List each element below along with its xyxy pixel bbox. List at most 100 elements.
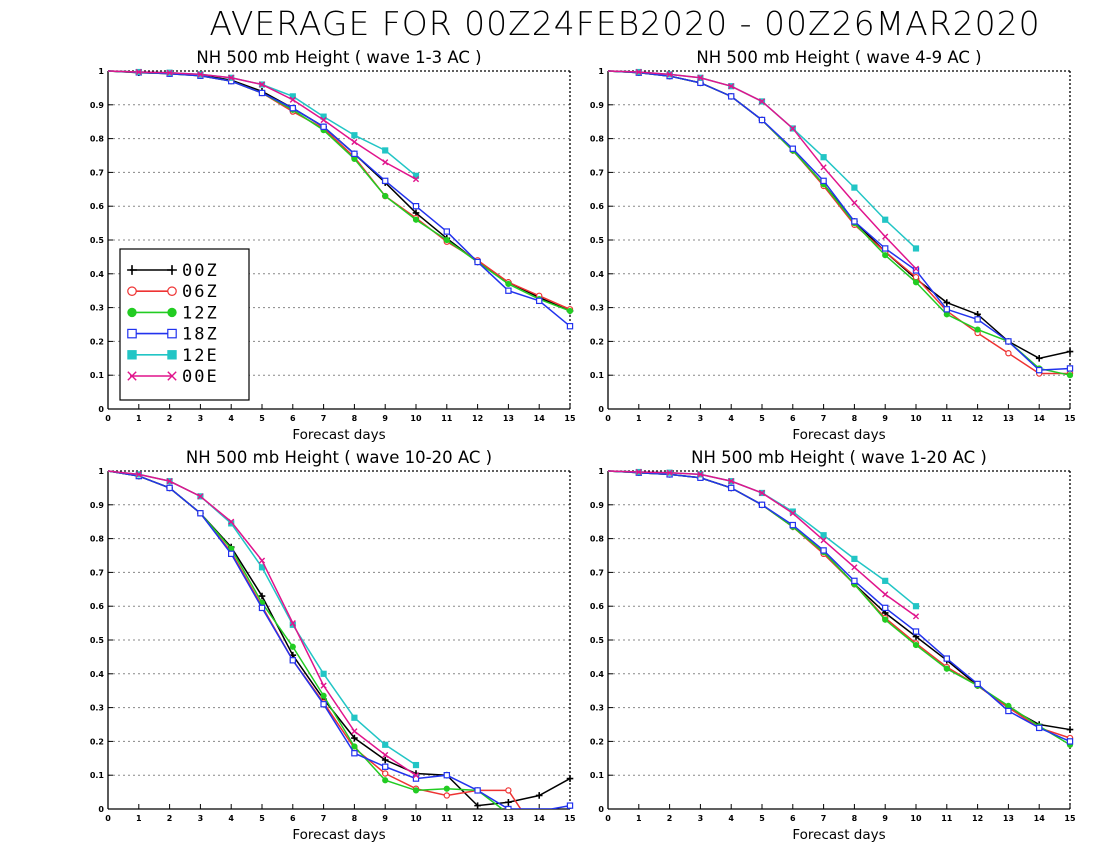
x-tick-label: 3: [198, 814, 204, 823]
x-tick-label: 14: [534, 814, 546, 823]
y-tick-label: 0.6: [590, 202, 605, 211]
y-tick-label: 0.4: [590, 270, 605, 279]
point-marker: [851, 577, 858, 585]
x-tick-label: 9: [382, 814, 388, 823]
x-tick-label: 5: [259, 814, 265, 823]
point-marker: [851, 199, 858, 206]
series-00e: [107, 68, 420, 183]
point-marker: [351, 155, 358, 162]
x-tick-label: 13: [1003, 414, 1014, 423]
series-line: [607, 70, 1071, 360]
point-marker: [382, 770, 389, 777]
point-marker: [758, 116, 766, 124]
point-marker: [258, 557, 266, 564]
y-tick-label: 0.6: [590, 602, 605, 611]
point-marker: [882, 252, 889, 259]
point-marker: [1005, 338, 1012, 345]
point-marker: [758, 98, 766, 105]
point-marker: [289, 657, 297, 664]
point-marker: [851, 564, 858, 571]
y-tick-label: 0.3: [590, 304, 604, 313]
point-marker: [728, 83, 735, 90]
point-marker: [382, 777, 389, 784]
x-tick-label: 5: [259, 414, 265, 423]
y-tick-label: 0.4: [90, 270, 105, 279]
x-tick-label: 11: [941, 814, 953, 823]
point-marker: [820, 537, 827, 544]
point-marker: [167, 328, 177, 339]
point-marker: [566, 322, 574, 330]
x-tick-label: 15: [564, 814, 576, 823]
x-tick-label: 6: [790, 814, 796, 823]
point-marker: [127, 286, 137, 296]
point-marker: [351, 714, 358, 721]
point-marker: [258, 592, 266, 600]
x-tick-label: 15: [1064, 414, 1076, 423]
point-marker: [289, 96, 296, 103]
point-marker: [320, 670, 327, 677]
series-00e: [107, 470, 420, 779]
x-tick-label: 5: [759, 414, 765, 423]
y-tick-label: 0.8: [590, 535, 605, 544]
x-tick-label: 8: [352, 814, 358, 823]
x-tick-label: 9: [382, 414, 388, 423]
series-12e: [607, 68, 920, 252]
point-marker: [412, 787, 420, 794]
y-tick-label: 0.2: [590, 737, 604, 746]
point-marker: [820, 532, 827, 539]
point-marker: [697, 79, 704, 87]
panel-title: NH 500 mb Height ( wave 10-20 AC ): [186, 448, 492, 467]
point-marker: [474, 787, 481, 794]
point-marker: [351, 743, 358, 750]
legend-entry-12e: 12E: [127, 346, 217, 366]
x-tick-label: 14: [1034, 814, 1046, 823]
point-marker: [228, 74, 235, 81]
point-marker: [443, 236, 450, 244]
x-axis-label: Forecast days: [792, 827, 885, 843]
point-marker: [851, 184, 858, 191]
x-tick-label: 4: [728, 414, 734, 423]
x-tick-label: 8: [352, 414, 358, 423]
point-marker: [943, 665, 950, 672]
point-marker: [789, 521, 797, 529]
x-tick-label: 15: [564, 414, 576, 423]
x-tick-label: 2: [167, 414, 173, 423]
point-marker: [505, 787, 512, 794]
point-marker: [197, 493, 204, 500]
y-tick-label: 0.5: [590, 236, 605, 245]
point-marker: [228, 518, 235, 525]
point-marker: [666, 469, 673, 476]
x-tick-label: 7: [321, 414, 327, 423]
legend-label: 00Z: [182, 261, 219, 281]
x-tick-label: 6: [790, 414, 796, 423]
legend-box: [119, 248, 250, 401]
y-tick-label: 0.9: [590, 101, 605, 110]
point-marker: [443, 785, 450, 792]
point-marker: [167, 286, 177, 296]
point-marker: [1005, 350, 1012, 357]
x-tick-label: 4: [728, 814, 734, 823]
point-marker: [943, 306, 951, 313]
point-marker: [820, 164, 827, 171]
y-tick-label: 0.2: [90, 337, 104, 346]
point-marker: [127, 265, 137, 275]
point-marker: [1035, 724, 1043, 732]
x-tick-label: 15: [1064, 814, 1076, 823]
point-marker: [382, 751, 389, 759]
x-tick-label: 3: [698, 814, 704, 823]
point-marker: [320, 692, 327, 699]
point-marker: [289, 104, 297, 112]
point-marker: [882, 216, 889, 223]
point-marker: [1005, 707, 1012, 715]
series-12z: [607, 69, 1074, 379]
y-tick-label: 0: [598, 405, 604, 414]
point-marker: [167, 307, 177, 318]
point-marker: [974, 326, 981, 333]
x-tick-label: 2: [667, 414, 673, 423]
legend-label: 06Z: [182, 282, 219, 302]
point-marker: [727, 93, 735, 100]
point-marker: [505, 287, 512, 294]
x-tick-label: 8: [852, 814, 858, 823]
series-line: [607, 70, 917, 249]
